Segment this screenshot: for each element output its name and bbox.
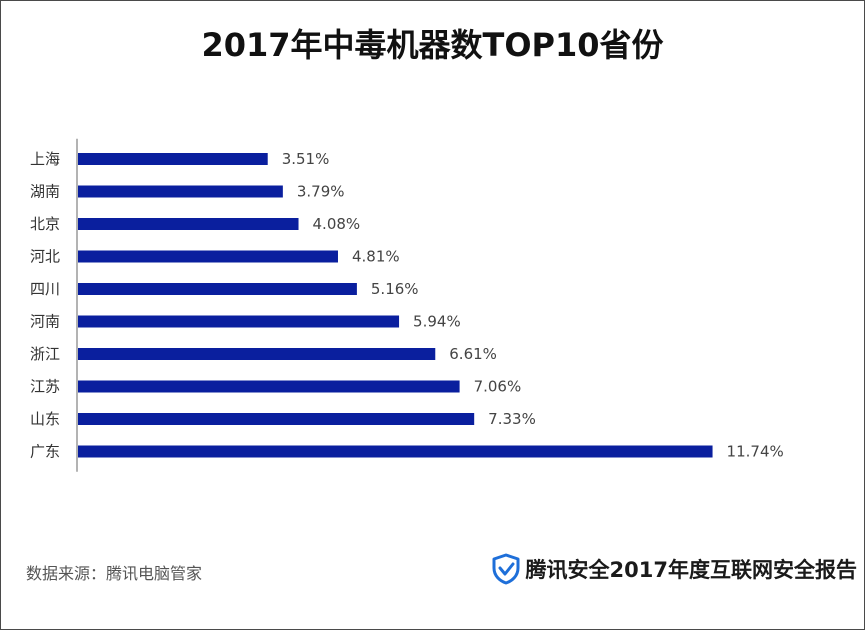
data-label: 6.61% [449, 345, 497, 363]
bar [78, 153, 268, 165]
brand-report-title: 腾讯安全2017年度互联网安全报告 [525, 558, 857, 582]
bar [78, 185, 283, 198]
brand-footer: 腾讯安全2017年度互联网安全报告 [492, 553, 857, 585]
data-label: 3.51% [282, 150, 330, 168]
data-label: 7.33% [488, 410, 536, 428]
data-label: 4.81% [352, 248, 400, 266]
shield-check-icon [492, 553, 520, 585]
category-label: 河北 [30, 248, 60, 266]
bar [78, 283, 357, 295]
data-label: 7.06% [474, 378, 522, 396]
data-source-note: 数据来源：腾讯电脑管家 [26, 564, 203, 583]
chart-title: 2017年中毒机器数TOP10省份 [201, 26, 664, 64]
bar [78, 445, 713, 458]
bar [78, 250, 338, 263]
data-label: 5.94% [413, 313, 461, 331]
category-label: 河南 [30, 313, 60, 331]
data-label: 5.16% [371, 280, 419, 298]
category-label: 浙江 [30, 345, 60, 363]
bar [78, 380, 460, 393]
data-label: 11.74% [727, 443, 784, 461]
data-label: 3.79% [297, 183, 345, 201]
bar [78, 218, 299, 230]
category-label: 四川 [30, 280, 60, 298]
bar [78, 348, 436, 360]
category-label: 山东 [30, 410, 60, 428]
bar [78, 315, 400, 328]
data-label: 4.08% [313, 215, 361, 233]
category-label: 北京 [30, 215, 60, 233]
category-label: 上海 [30, 150, 60, 168]
bar [78, 413, 475, 425]
category-label: 江苏 [30, 378, 60, 396]
category-label: 广东 [30, 443, 60, 461]
category-label: 湖南 [30, 183, 60, 201]
